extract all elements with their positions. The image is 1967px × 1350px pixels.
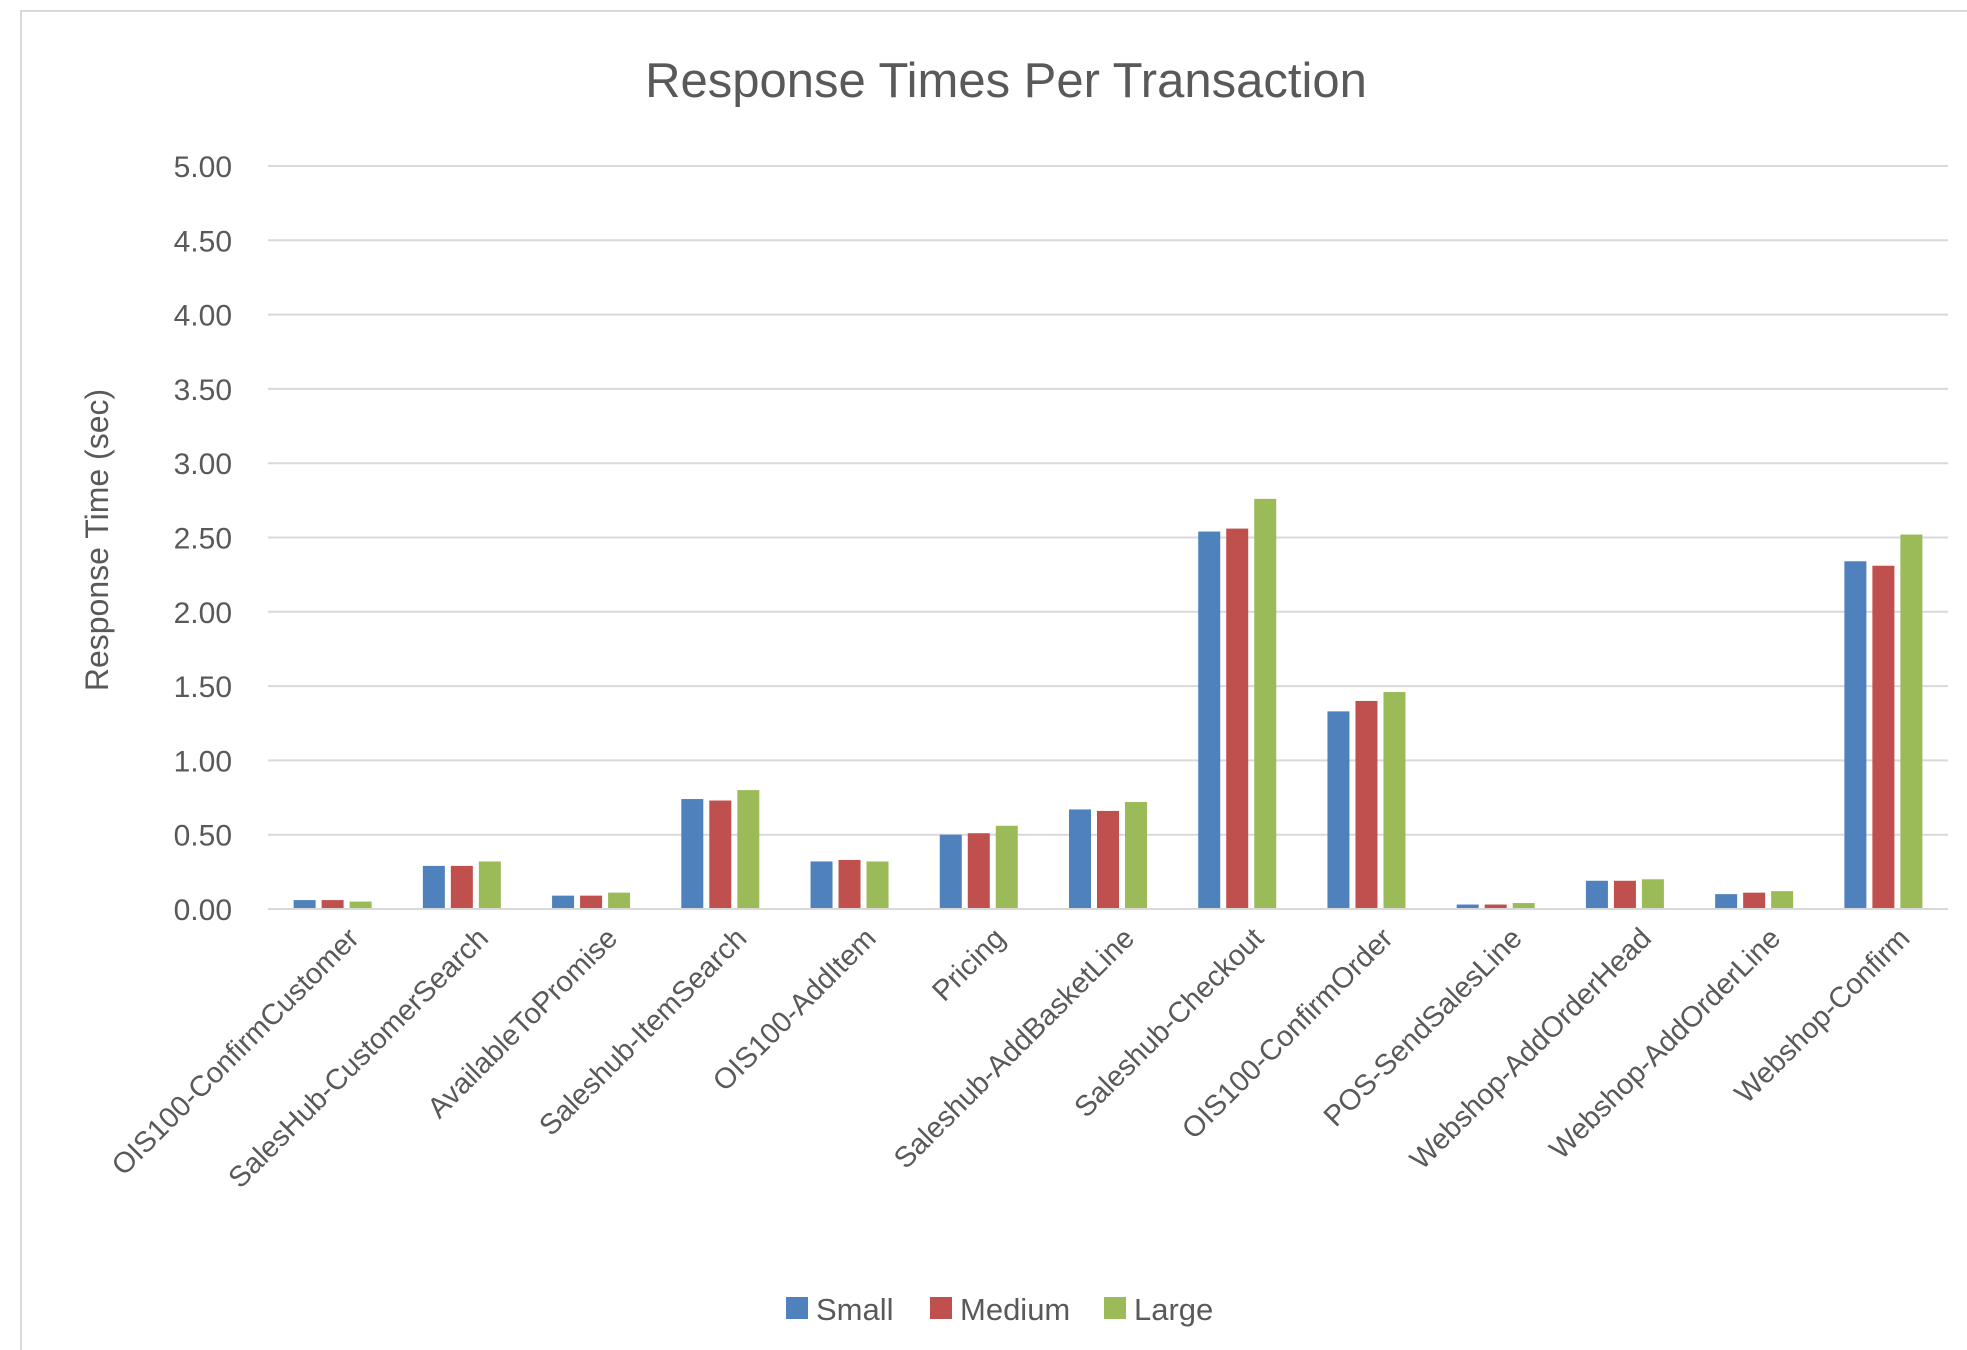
bar-small-2 <box>422 865 445 909</box>
x-axis-ticks: OIS100-ConfirmCustomerSalesHub-CustomerS… <box>106 922 1916 1194</box>
y-tick-label: 2.50 <box>174 523 232 556</box>
bar-medium-2 <box>450 865 473 909</box>
bar-medium-1 <box>321 900 344 909</box>
legend-label-medium: Medium <box>960 1292 1070 1327</box>
y-tick-label: 0.00 <box>174 894 232 927</box>
x-category-label: Webshop-AddOrderLine <box>1544 922 1787 1165</box>
y-tick-label: 1.00 <box>174 745 232 778</box>
legend-label-large: Large <box>1134 1292 1213 1327</box>
y-tick-label: 3.50 <box>174 374 232 407</box>
x-category-label: Saleshub-ItemSearch <box>533 922 753 1142</box>
chart-frame <box>20 10 1967 1350</box>
y-tick-label: 3.00 <box>174 448 232 481</box>
bars <box>293 498 1923 909</box>
x-category-label: Pricing <box>926 922 1011 1007</box>
legend: Small Medium Large <box>786 1292 1213 1327</box>
chart-title: Response Times Per Transaction <box>645 54 1367 108</box>
bar-small-13 <box>1844 561 1867 909</box>
y-axis-ticks: 0.00 0.50 1.00 1.50 2.00 2.50 3.00 3.50 4.00 4.50… <box>174 151 232 927</box>
legend-swatch-medium <box>930 1297 952 1319</box>
x-category-label: OIS100-ConfirmCustomer <box>106 922 366 1182</box>
bar-small-8 <box>1198 531 1221 909</box>
bar-large-7 <box>1125 802 1147 909</box>
bar-small-3 <box>552 895 575 909</box>
bar-large-4 <box>737 790 760 909</box>
bar-small-9 <box>1327 711 1350 909</box>
y-tick-label: 4.00 <box>174 300 232 333</box>
bar-large-2 <box>478 861 501 909</box>
bar-large-1 <box>349 901 372 909</box>
bar-medium-6 <box>967 833 990 909</box>
bar-medium-3 <box>580 895 603 909</box>
legend-swatch-small <box>786 1297 808 1319</box>
bar-medium-9 <box>1355 700 1378 909</box>
bar-small-1 <box>293 900 316 909</box>
bar-small-11 <box>1585 880 1608 909</box>
bar-small-5 <box>810 861 833 909</box>
bar-medium-5 <box>838 859 861 909</box>
bar-medium-8 <box>1226 528 1249 909</box>
bar-large-13 <box>1900 534 1923 909</box>
bar-large-10 <box>1512 903 1535 909</box>
bar-medium-13 <box>1872 565 1895 909</box>
bar-small-6 <box>939 834 962 909</box>
bar-large-3 <box>608 892 631 909</box>
bar-medium-7 <box>1097 810 1119 909</box>
x-category-label: Webshop-AddOrderHead <box>1404 922 1658 1176</box>
x-category-label: OIS100-ConfirmOrder <box>1176 922 1399 1145</box>
bar-medium-10 <box>1484 904 1507 909</box>
y-tick-label: 1.50 <box>174 671 232 704</box>
bar-medium-4 <box>709 800 732 909</box>
gridlines <box>268 165 1948 836</box>
x-category-label: SalesHub-CustomerSearch <box>223 922 495 1194</box>
bar-large-6 <box>995 825 1018 909</box>
bar-medium-11 <box>1613 880 1636 909</box>
bar-medium-12 <box>1743 892 1766 909</box>
y-axis-label: Response Time (sec) <box>79 389 115 691</box>
bar-large-11 <box>1641 879 1664 909</box>
y-tick-label: 5.00 <box>174 151 232 184</box>
bar-small-10 <box>1456 904 1479 909</box>
legend-swatch-large <box>1104 1297 1126 1319</box>
bar-small-4 <box>681 799 704 909</box>
legend-label-small: Small <box>816 1292 894 1327</box>
bar-small-12 <box>1715 894 1738 909</box>
y-tick-label: 4.50 <box>174 225 232 258</box>
bar-large-9 <box>1383 692 1406 909</box>
y-tick-label: 2.00 <box>174 597 232 630</box>
x-category-label: Saleshub-AddBasketLine <box>888 922 1141 1175</box>
bar-large-12 <box>1771 891 1794 909</box>
y-tick-label: 0.50 <box>174 820 232 853</box>
bar-large-5 <box>866 861 889 909</box>
bar-small-7 <box>1069 809 1091 909</box>
bar-large-8 <box>1254 498 1277 909</box>
